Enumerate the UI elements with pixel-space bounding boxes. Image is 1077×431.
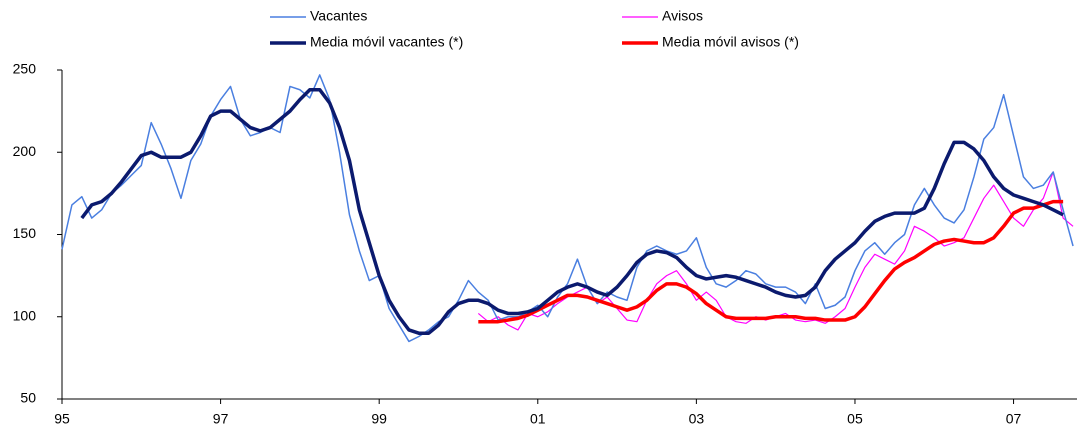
legend-label: Avisos [662,8,703,24]
series-line [80,87,1064,335]
y-tick-label: 50 [20,390,36,406]
y-tick-label: 200 [13,143,37,159]
x-tick-label: 07 [1006,411,1022,427]
legend-label: Media móvil avisos (*) [662,34,799,50]
x-tick-label: 03 [689,411,705,427]
x-tick-label: 95 [54,411,70,427]
series-line [477,171,1074,331]
legend-label: Media móvil vacantes (*) [310,34,463,50]
y-tick-label: 150 [13,225,37,241]
series-line [61,74,1074,343]
y-tick-label: 250 [13,61,37,77]
x-tick-label: 01 [530,411,546,427]
y-tick-label: 100 [13,307,37,323]
x-tick-label: 97 [213,411,229,427]
legend-label: Vacantes [310,8,367,24]
x-tick-label: 99 [371,411,387,427]
series-line [478,199,1064,324]
x-tick-label: 05 [847,411,863,427]
